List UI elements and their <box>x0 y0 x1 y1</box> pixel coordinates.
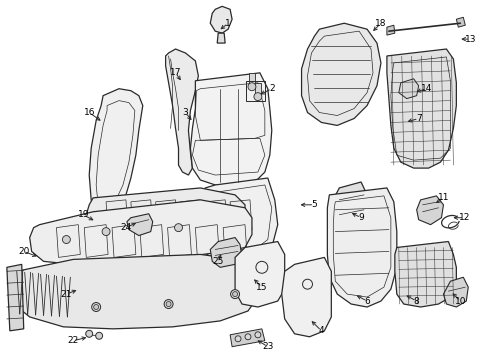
Text: 8: 8 <box>414 297 419 306</box>
Text: 5: 5 <box>312 200 318 209</box>
Text: 11: 11 <box>438 193 449 202</box>
Text: 20: 20 <box>18 247 29 256</box>
Circle shape <box>235 336 241 342</box>
Polygon shape <box>395 242 456 307</box>
Circle shape <box>62 235 71 243</box>
Polygon shape <box>249 73 255 85</box>
Text: 15: 15 <box>256 283 268 292</box>
Polygon shape <box>255 83 261 95</box>
Text: 3: 3 <box>183 108 188 117</box>
Circle shape <box>245 334 251 340</box>
Polygon shape <box>127 214 153 235</box>
Text: 12: 12 <box>459 213 470 222</box>
Polygon shape <box>416 196 443 225</box>
Polygon shape <box>456 17 465 27</box>
Polygon shape <box>387 25 395 35</box>
Polygon shape <box>7 264 24 331</box>
Polygon shape <box>399 79 418 99</box>
Text: 24: 24 <box>121 223 131 232</box>
Circle shape <box>248 83 256 91</box>
Text: 23: 23 <box>262 342 273 351</box>
Text: 22: 22 <box>68 336 79 345</box>
Polygon shape <box>191 73 272 185</box>
Text: 1: 1 <box>225 19 231 28</box>
Circle shape <box>164 300 173 309</box>
Circle shape <box>254 93 262 100</box>
Text: 17: 17 <box>170 68 181 77</box>
Polygon shape <box>230 329 265 347</box>
Text: 6: 6 <box>364 297 370 306</box>
Polygon shape <box>443 277 468 307</box>
Polygon shape <box>210 238 242 267</box>
Polygon shape <box>235 242 285 307</box>
Text: 19: 19 <box>77 210 89 219</box>
Text: 2: 2 <box>269 84 274 93</box>
Polygon shape <box>30 200 252 264</box>
Polygon shape <box>327 188 397 307</box>
Polygon shape <box>331 182 367 242</box>
Polygon shape <box>210 6 232 33</box>
Polygon shape <box>89 89 143 225</box>
Circle shape <box>231 290 240 298</box>
Text: 18: 18 <box>375 19 387 28</box>
Text: 14: 14 <box>421 84 432 93</box>
Text: 10: 10 <box>455 297 466 306</box>
Polygon shape <box>282 257 331 337</box>
Circle shape <box>94 305 98 310</box>
Circle shape <box>233 292 238 297</box>
Text: 25: 25 <box>213 257 224 266</box>
Polygon shape <box>86 188 245 239</box>
Polygon shape <box>217 33 225 43</box>
Circle shape <box>96 332 102 339</box>
Circle shape <box>86 330 93 337</box>
Polygon shape <box>301 23 381 125</box>
Polygon shape <box>166 49 198 175</box>
Text: 13: 13 <box>465 35 476 44</box>
Text: 7: 7 <box>416 114 421 123</box>
Text: 4: 4 <box>318 326 324 335</box>
Text: 9: 9 <box>358 213 364 222</box>
Circle shape <box>92 302 100 311</box>
Polygon shape <box>12 255 258 329</box>
Polygon shape <box>198 178 278 260</box>
Circle shape <box>174 224 182 231</box>
Circle shape <box>255 332 261 338</box>
Text: 21: 21 <box>61 289 72 298</box>
Text: 16: 16 <box>83 108 95 117</box>
Circle shape <box>102 228 110 235</box>
Polygon shape <box>387 49 456 168</box>
Circle shape <box>166 302 171 306</box>
